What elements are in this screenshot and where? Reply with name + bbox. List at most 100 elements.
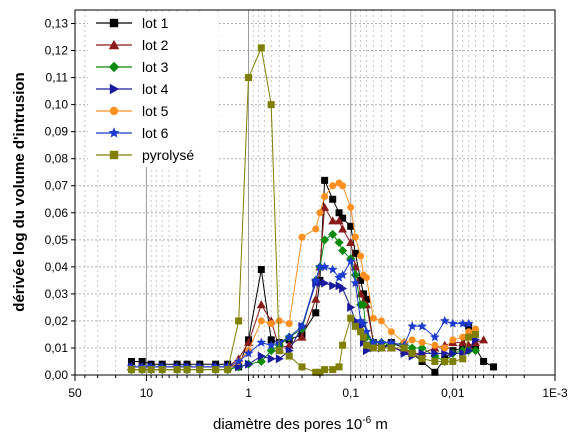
data-point [368,337,379,347]
data-point [448,318,458,328]
x-tick-label: 50 [68,386,82,400]
data-point [127,357,135,365]
data-point [339,341,347,349]
data-point [347,222,355,230]
legend-item: lot 3 [96,59,169,75]
data-point [430,332,440,342]
data-point [449,348,458,358]
legend-item: lot 1 [96,15,169,31]
data-point [386,337,397,347]
data-point [109,150,119,160]
data-point [310,275,321,285]
legend-label: pyrolysé [142,147,194,163]
data-point [329,281,338,291]
data-point [489,363,497,371]
data-point [245,74,253,82]
data-point [244,338,254,347]
y-tick-label: 0,05 [45,233,69,247]
data-point [321,176,329,184]
data-point [328,216,338,225]
data-point [297,332,307,341]
legend-item: pyrolysé [96,147,194,163]
data-point [138,366,146,374]
data-point [109,106,119,116]
data-point [459,355,467,363]
data-point [267,336,275,344]
y-tick-label: 0,07 [45,179,69,193]
data-point [361,326,372,336]
data-point [465,333,473,341]
data-point [321,193,329,201]
data-point [320,235,330,245]
data-point [358,318,369,328]
data-point [376,337,387,347]
y-tick-label: 0,10 [45,98,69,112]
legend-label: lot 1 [142,15,169,31]
data-point [387,328,395,336]
data-point [196,366,204,374]
data-point [339,283,348,293]
data-point [233,356,244,366]
data-point [334,272,344,282]
y-tick-label: 0,06 [45,206,69,220]
y-axis-title: dérivée log du volume d'intrusion [11,72,28,311]
data-point [440,315,450,325]
data-point [266,340,276,350]
data-point [463,318,474,328]
series-lot-6 [126,256,474,371]
data-point [311,294,321,303]
data-point [108,127,120,138]
data-point [334,216,344,225]
data-point [267,101,275,109]
data-point [138,357,146,365]
data-point [312,309,320,317]
data-point [329,182,337,190]
data-point [337,269,348,280]
data-point [347,203,355,211]
data-point [338,246,348,256]
legend-label: lot 3 [142,59,169,75]
data-point [335,209,343,217]
legend-item: lot 4 [96,81,169,97]
legend-label: lot 6 [142,125,169,141]
data-point [471,346,481,356]
legend-label: lot 4 [142,81,169,97]
data-point [338,224,348,233]
data-point [351,233,359,241]
data-point [431,348,440,358]
data-point [329,366,337,374]
data-point [418,355,426,363]
data-point [377,317,385,325]
data-point [109,18,119,28]
data-point [465,346,474,356]
data-point [357,328,365,336]
data-point [316,278,325,288]
data-point [267,320,275,328]
data-point [275,317,283,325]
data-point [183,366,191,374]
data-point [347,302,356,312]
plot-frame [74,9,556,376]
data-point [224,366,232,374]
series-layer [126,44,497,376]
data-point [108,39,120,50]
data-point [127,366,135,374]
legend-label: lot 5 [142,103,169,119]
legend: lot 1 lot 2 lot 3 lot 4 lot 5 lot 6 pyrolysé [88,12,218,167]
data-point [245,359,254,369]
data-point [257,317,265,325]
data-point [350,278,361,288]
y-axis: 0,00 0,01 0,02 0,03 0,04 0,05 0,06 0,07 0,08 0,09… [45,17,75,382]
data-point [256,337,267,347]
data-point [407,321,417,331]
x-tick-label: 10 [140,386,154,400]
legend-item: lot 5 [96,103,169,119]
data-point [465,322,473,330]
data-point [358,300,368,310]
data-point [312,368,320,376]
data-point [257,44,265,52]
legend-item: lot 6 [96,125,169,141]
data-point [285,320,293,328]
data-point [369,314,377,322]
y-tick-label: 0,01 [45,341,69,355]
